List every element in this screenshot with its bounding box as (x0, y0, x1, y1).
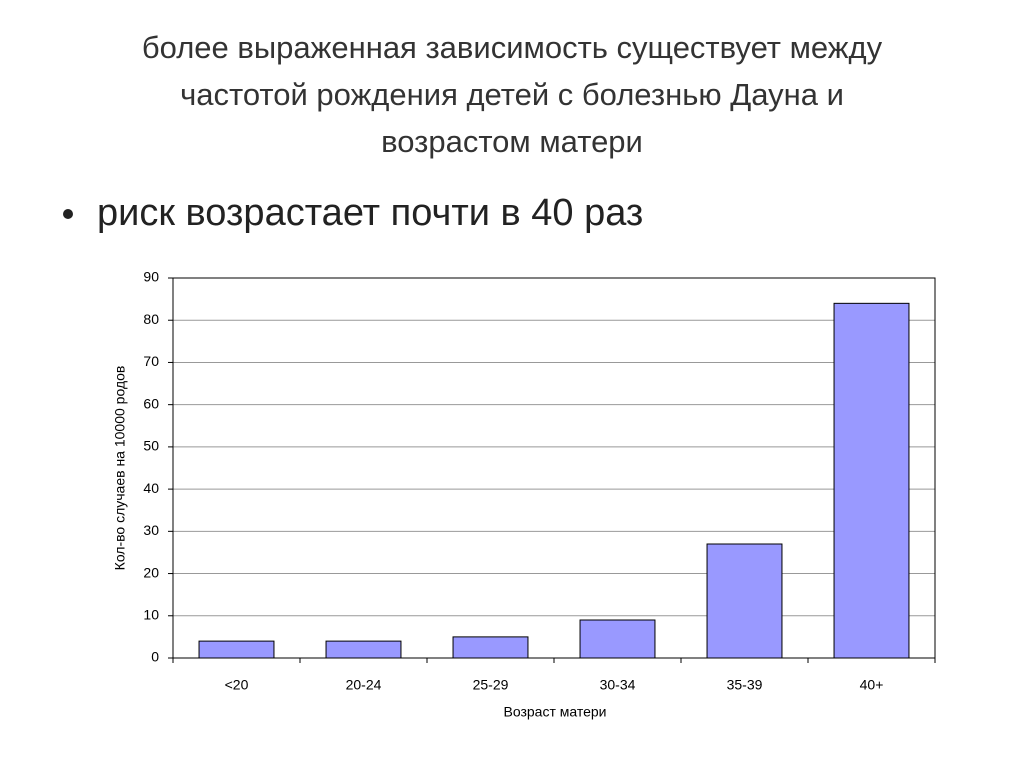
title-line: частотой рождения детей с болезнью Дауна… (180, 77, 844, 112)
x-tick-label: 35-39 (727, 677, 763, 693)
x-tick-label: 20-24 (346, 677, 382, 693)
y-tick-label: 90 (143, 269, 159, 285)
bar (579, 619, 656, 659)
y-tick-label: 70 (143, 353, 159, 369)
x-tick-label: <20 (225, 677, 249, 693)
plot-frame (172, 277, 936, 659)
y-tick-label: 20 (143, 564, 159, 580)
bullet-text: риск возрастает почти в 40 раз (97, 192, 643, 234)
bar (325, 640, 402, 659)
y-tick-label: 30 (143, 522, 159, 538)
y-tick-label: 40 (143, 480, 159, 496)
bar (198, 640, 275, 659)
y-tick-label: 0 (151, 649, 159, 665)
y-tick-label: 60 (143, 395, 159, 411)
x-tick-label: 30-34 (600, 677, 636, 693)
bar (706, 543, 783, 659)
y-tick-label: 10 (143, 606, 159, 622)
x-tick-label: 25-29 (473, 677, 509, 693)
bar (833, 302, 910, 659)
x-axis-label: Возраст матери (503, 704, 606, 720)
y-tick-label: 50 (143, 438, 159, 454)
bullet-dot (63, 209, 73, 219)
y-axis-label: Кол-во случаев на 10000 родов (112, 366, 128, 571)
bar (452, 636, 529, 659)
y-tick-label: 80 (143, 311, 159, 327)
title-line: более выраженная зависимость существует … (142, 30, 883, 65)
title-line: возрастом матери (381, 124, 643, 159)
x-tick-label: 40+ (860, 677, 884, 693)
